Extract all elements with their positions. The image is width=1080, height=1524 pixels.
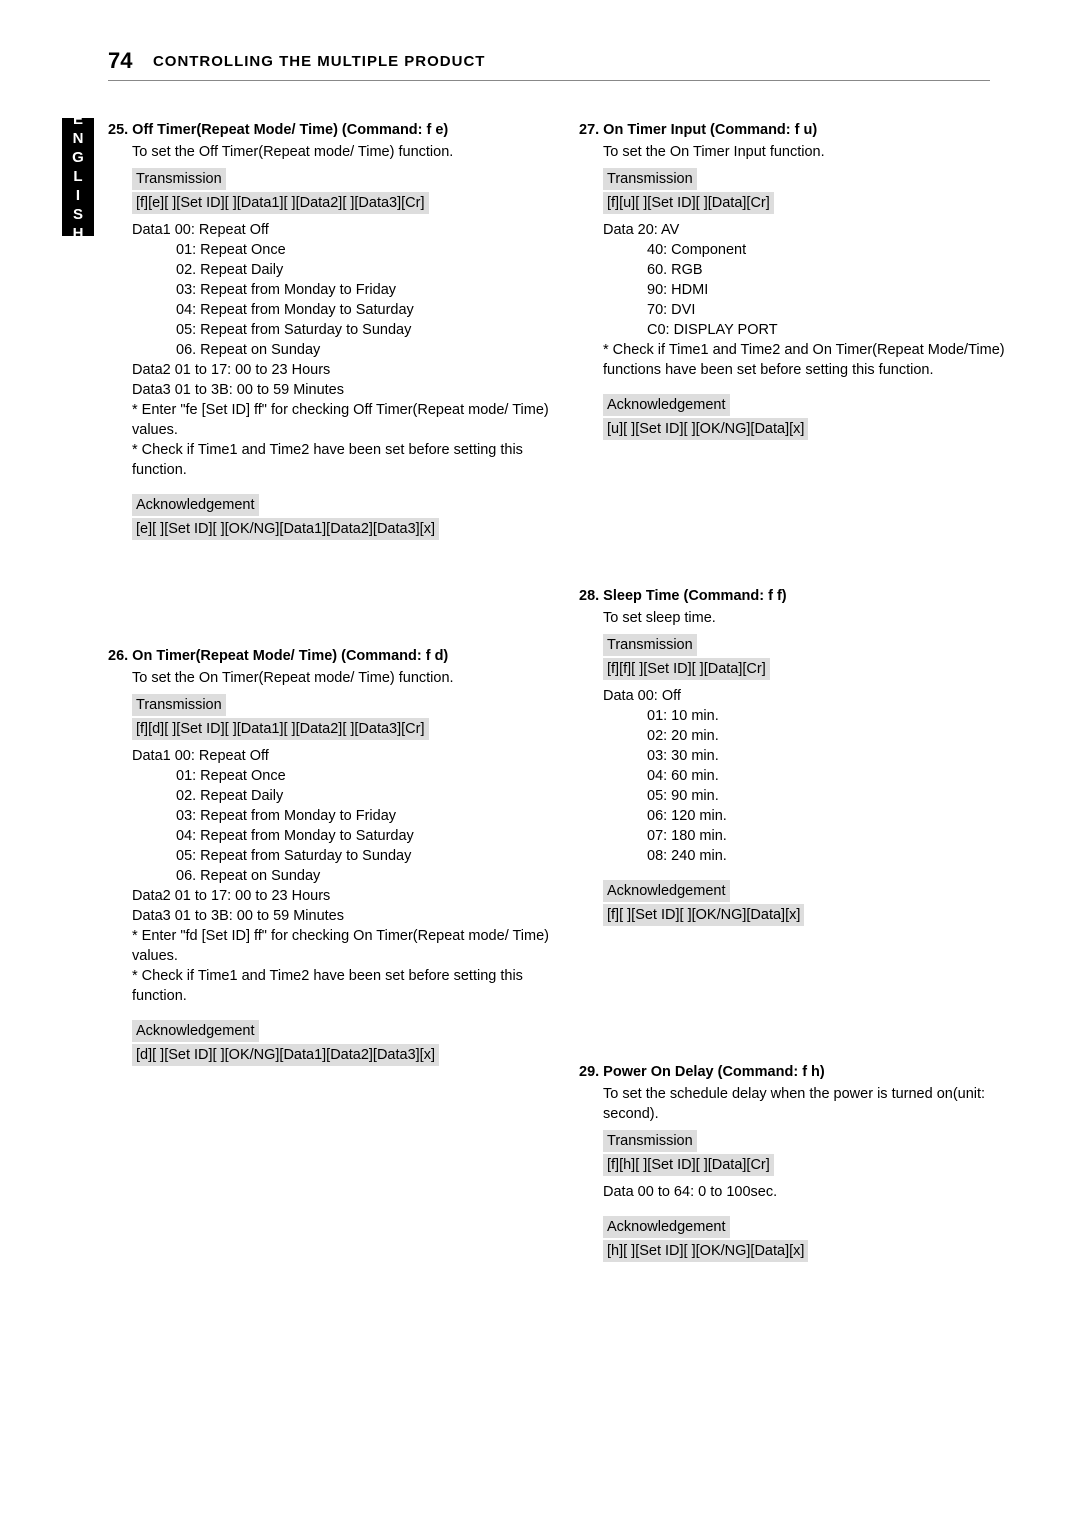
cmd-title: 29. Power On Delay (Command: f h) [579, 1062, 1020, 1082]
data-head: Data 20: AV [603, 220, 1020, 240]
cmd-desc: To set sleep time. [603, 608, 1020, 628]
ack-label: Acknowledgement [603, 1216, 730, 1238]
data-item: 06. Repeat on Sunday [176, 866, 549, 886]
cmd-desc: To set the On Timer(Repeat mode/ Time) f… [132, 668, 549, 688]
section-27: 27. On Timer Input (Command: f u) To set… [579, 120, 1020, 446]
tx-code: [f][h][ ][Set ID][ ][Data][Cr] [603, 1154, 774, 1176]
ack-code: [d][ ][Set ID][ ][OK/NG][Data1][Data2][D… [132, 1044, 439, 1066]
data1-head: Data1 00: Repeat Off [132, 746, 549, 766]
data2: Data2 01 to 17: 00 to 23 Hours [132, 360, 549, 380]
cmd-desc: To set the schedule delay when the power… [603, 1084, 1020, 1124]
section-26: 26. On Timer(Repeat Mode/ Time) (Command… [108, 646, 549, 1072]
data-item: 06: 120 min. [647, 806, 1020, 826]
tx-code: [f][u][ ][Set ID][ ][Data][Cr] [603, 192, 774, 214]
data2: Data2 01 to 17: 00 to 23 Hours [132, 886, 549, 906]
note: * Enter "fe [Set ID] ff" for checking Of… [132, 400, 549, 440]
data1-head: Data1 00: Repeat Off [132, 220, 549, 240]
data-item: 04: 60 min. [647, 766, 1020, 786]
data-item: 05: 90 min. [647, 786, 1020, 806]
transmission-label: Transmission [132, 168, 226, 190]
note: * Check if Time1 and Time2 have been set… [132, 440, 549, 480]
section-28: 28. Sleep Time (Command: f f) To set sle… [579, 586, 1020, 932]
data-item: 90: HDMI [647, 280, 1020, 300]
data-item: 02: 20 min. [647, 726, 1020, 746]
left-column: 25. Off Timer(Repeat Mode/ Time) (Comman… [108, 120, 549, 1308]
cmd-desc: To set the On Timer Input function. [603, 142, 1020, 162]
data-item: 05: Repeat from Saturday to Sunday [176, 320, 549, 340]
cmd-title: 27. On Timer Input (Command: f u) [579, 120, 1020, 140]
tx-code: [f][d][ ][Set ID][ ][Data1][ ][Data2][ ]… [132, 718, 429, 740]
data3: Data3 01 to 3B: 00 to 59 Minutes [132, 380, 549, 400]
data-item: 08: 240 min. [647, 846, 1020, 866]
data-item: 03: Repeat from Monday to Friday [176, 806, 549, 826]
note: * Enter "fd [Set ID] ff" for checking On… [132, 926, 549, 966]
ack-label: Acknowledgement [132, 494, 259, 516]
note: * Check if Time1 and Time2 have been set… [132, 966, 549, 1006]
tx-code: [f][f][ ][Set ID][ ][Data][Cr] [603, 658, 770, 680]
right-column: 27. On Timer Input (Command: f u) To set… [579, 120, 1020, 1308]
data-item: 06. Repeat on Sunday [176, 340, 549, 360]
cmd-title: 25. Off Timer(Repeat Mode/ Time) (Comman… [108, 120, 549, 140]
transmission-label: Transmission [132, 694, 226, 716]
page-number: 74 [108, 48, 132, 74]
page-header: 74 CONTROLLING THE MULTIPLE PRODUCT [108, 48, 990, 81]
transmission-label: Transmission [603, 1130, 697, 1152]
section-29: 29. Power On Delay (Command: f h) To set… [579, 1062, 1020, 1268]
page-title: CONTROLLING THE MULTIPLE PRODUCT [153, 53, 486, 70]
ack-code: [u][ ][Set ID][ ][OK/NG][Data][x] [603, 418, 808, 440]
ack-code: [h][ ][Set ID][ ][OK/NG][Data][x] [603, 1240, 808, 1262]
data-head: Data 00: Off [603, 686, 1020, 706]
ack-code: [f][ ][Set ID][ ][OK/NG][Data][x] [603, 904, 804, 926]
tx-code: [f][e][ ][Set ID][ ][Data1][ ][Data2][ ]… [132, 192, 429, 214]
data-item: C0: DISPLAY PORT [647, 320, 1020, 340]
data-item: 05: Repeat from Saturday to Sunday [176, 846, 549, 866]
data-item: 04: Repeat from Monday to Saturday [176, 300, 549, 320]
data3: Data3 01 to 3B: 00 to 59 Minutes [132, 906, 549, 926]
transmission-label: Transmission [603, 634, 697, 656]
data-item: 02. Repeat Daily [176, 786, 549, 806]
data-item: 02. Repeat Daily [176, 260, 549, 280]
ack-code: [e][ ][Set ID][ ][OK/NG][Data1][Data2][D… [132, 518, 439, 540]
section-25: 25. Off Timer(Repeat Mode/ Time) (Comman… [108, 120, 549, 546]
cmd-desc: To set the Off Timer(Repeat mode/ Time) … [132, 142, 549, 162]
data-item: 70: DVI [647, 300, 1020, 320]
transmission-label: Transmission [603, 168, 697, 190]
cmd-title: 26. On Timer(Repeat Mode/ Time) (Command… [108, 646, 549, 666]
data-item: 60. RGB [647, 260, 1020, 280]
data-item: 07: 180 min. [647, 826, 1020, 846]
ack-label: Acknowledgement [132, 1020, 259, 1042]
data-item: 01: 10 min. [647, 706, 1020, 726]
data-item: 03: 30 min. [647, 746, 1020, 766]
data-head: Data 00 to 64: 0 to 100sec. [603, 1182, 1020, 1202]
data-item: 40: Component [647, 240, 1020, 260]
note: * Check if Time1 and Time2 and On Timer(… [603, 340, 1020, 380]
ack-label: Acknowledgement [603, 880, 730, 902]
data-item: 01: Repeat Once [176, 766, 549, 786]
data-item: 01: Repeat Once [176, 240, 549, 260]
ack-label: Acknowledgement [603, 394, 730, 416]
language-tab: ENGLISH [62, 118, 94, 236]
content-area: 25. Off Timer(Repeat Mode/ Time) (Comman… [108, 120, 1020, 1308]
data-item: 03: Repeat from Monday to Friday [176, 280, 549, 300]
data-item: 04: Repeat from Monday to Saturday [176, 826, 549, 846]
cmd-title: 28. Sleep Time (Command: f f) [579, 586, 1020, 606]
